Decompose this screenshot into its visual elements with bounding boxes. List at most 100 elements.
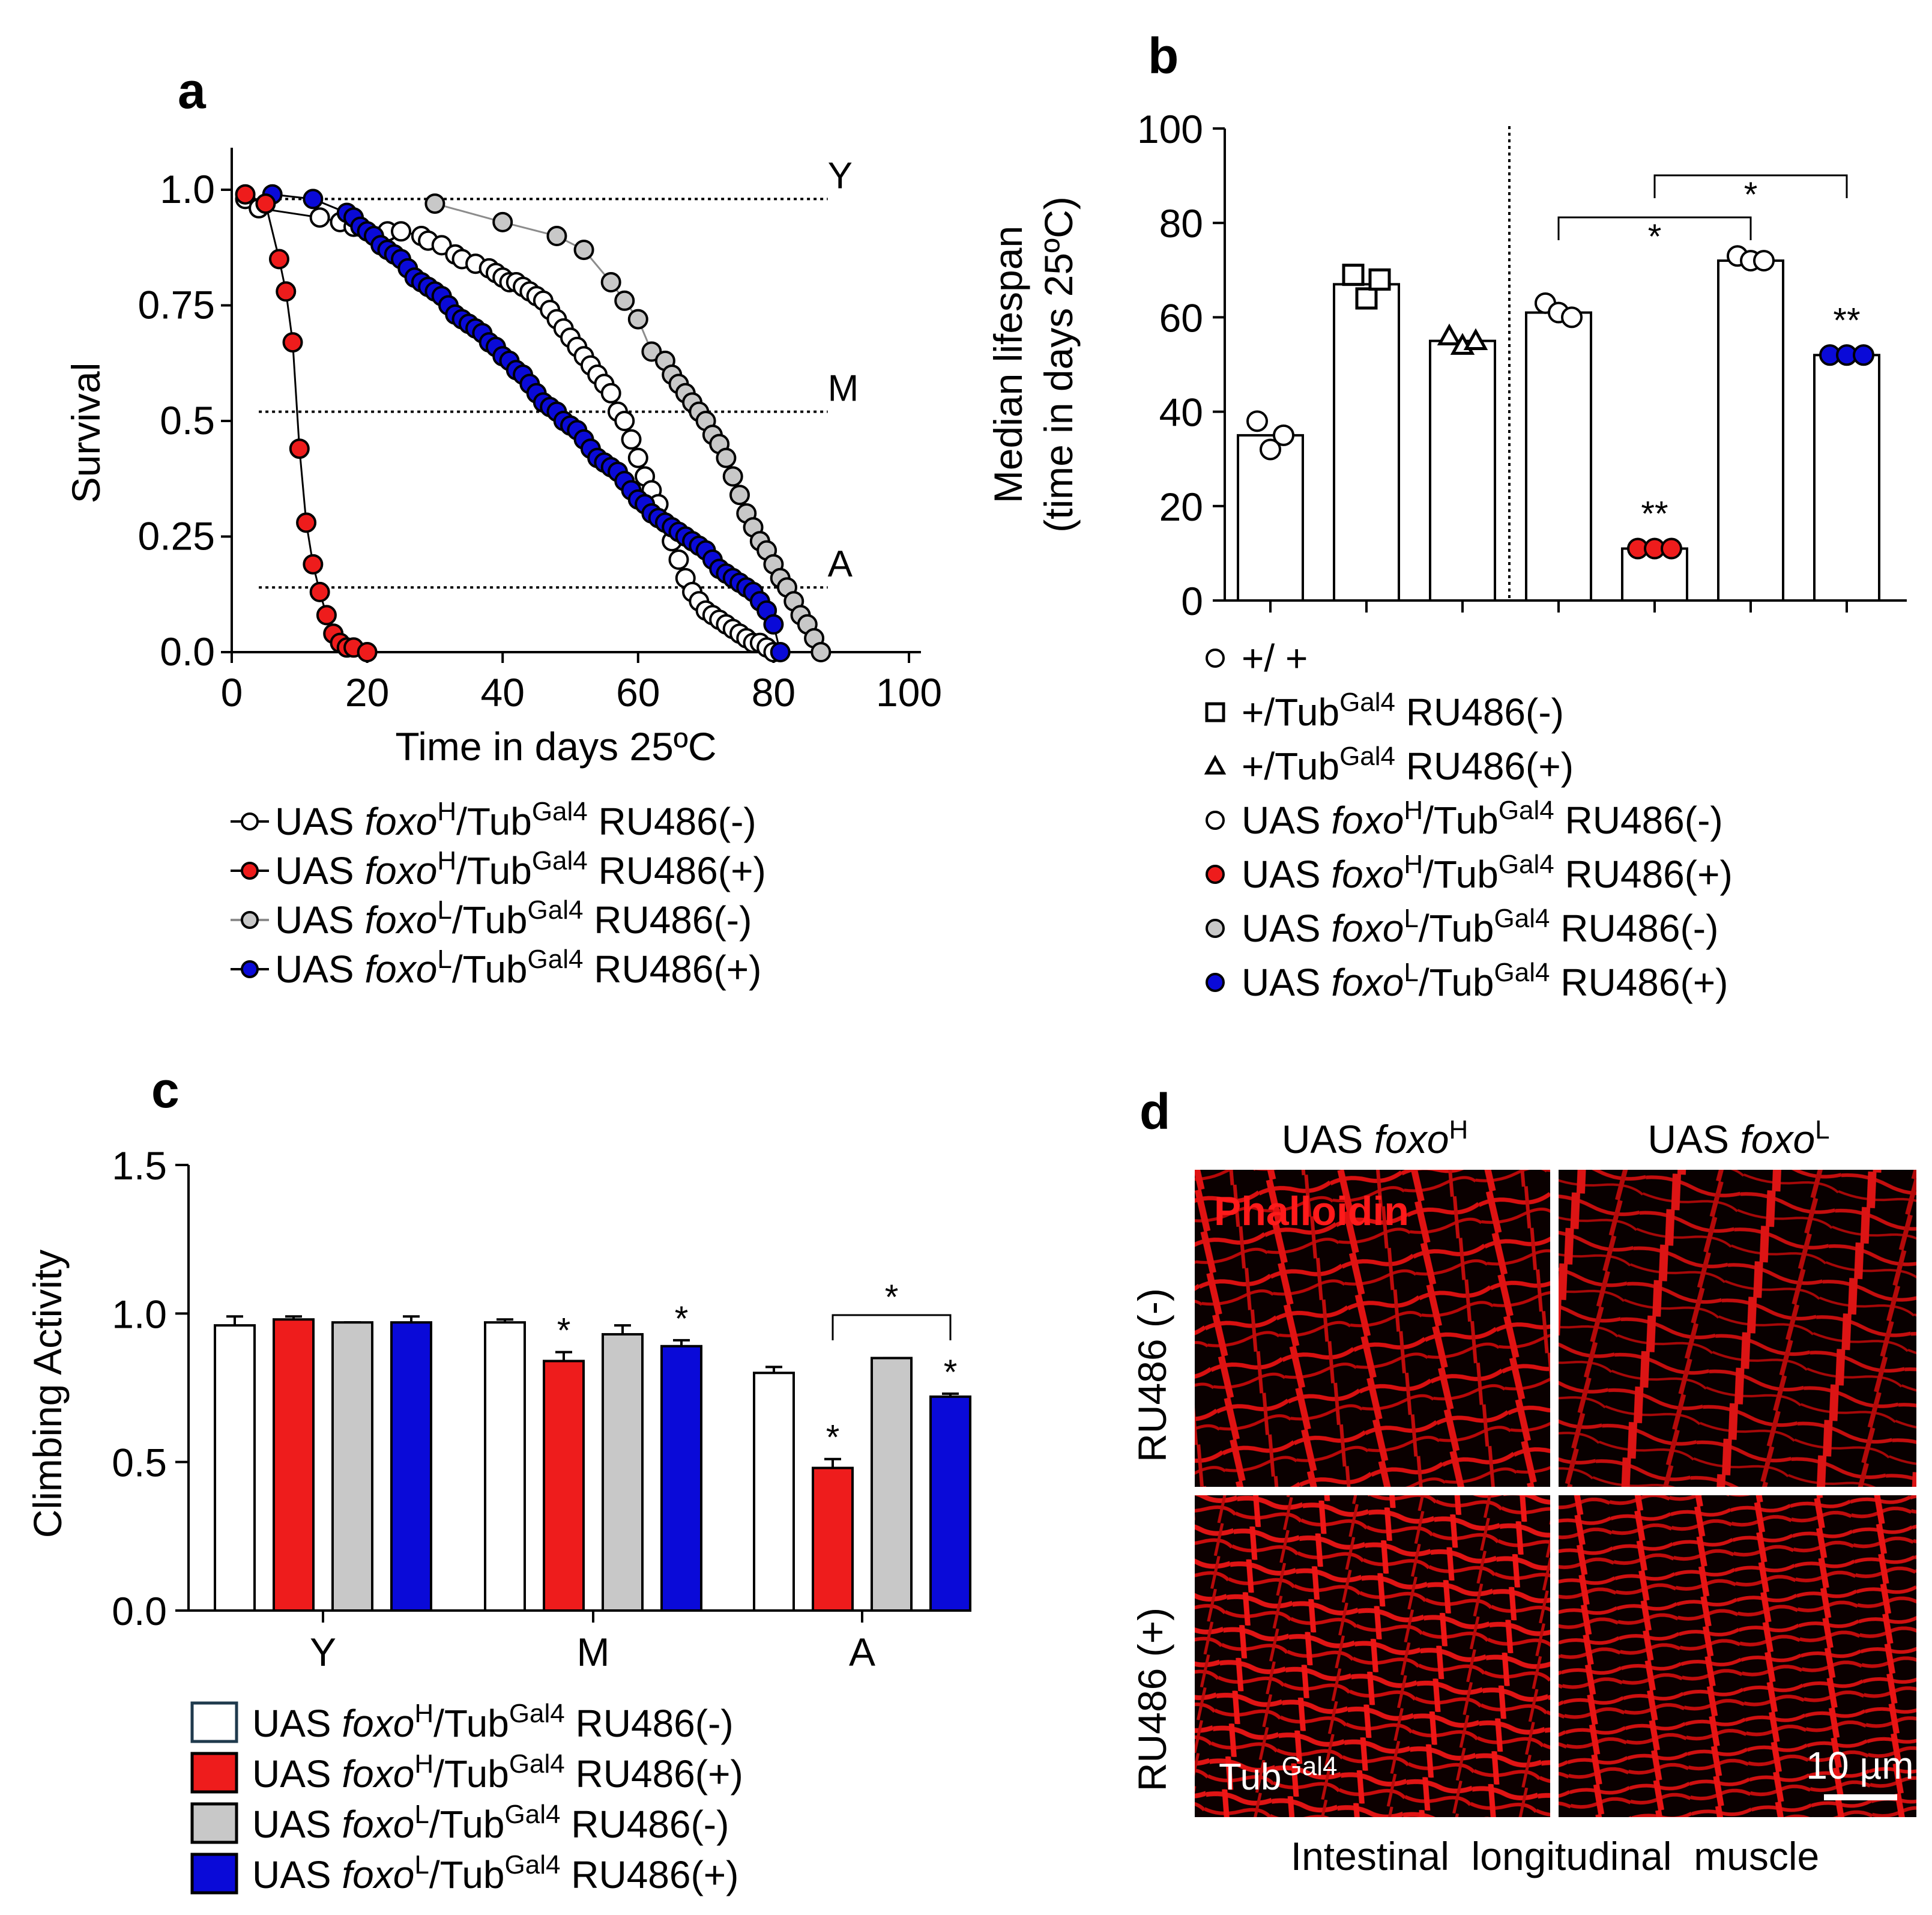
series-gray <box>424 193 832 662</box>
micrograph-foxo-l-ru486-minus <box>1559 1170 1916 1487</box>
median-bar <box>1525 311 1592 602</box>
panel-a-letter: a <box>178 62 207 119</box>
significance-star: * <box>944 1353 958 1392</box>
threshold-label-A: A <box>828 543 853 585</box>
significance-bracket <box>1653 174 1848 198</box>
panel-b-median-lifespan-chart: 0 20 40 60 80 100 Median lifespan (time in days… <box>986 107 1907 1004</box>
stain-label: Phalloidin <box>1214 1188 1409 1234</box>
y-axis-label: Climbing Activity <box>25 1250 70 1538</box>
legend-swatch <box>190 1701 238 1743</box>
data-point <box>600 272 621 292</box>
scale-bar-label: 10 µm <box>1806 1744 1913 1787</box>
significance-star: * <box>675 1299 689 1339</box>
x-tick-label: 80 <box>752 670 795 715</box>
median-bar <box>1237 434 1304 602</box>
legend-marker <box>1206 865 1225 884</box>
panel-c-letter: c <box>151 1062 180 1118</box>
legend-marker <box>241 812 259 830</box>
data-point <box>621 429 642 450</box>
data-point <box>309 207 330 228</box>
panel-d-micrographs: UAS foxoH UAS foxoL RU486 (-) RU486 (+) … <box>1130 1115 1916 1878</box>
legend-marker <box>1206 649 1225 668</box>
data-point <box>303 189 324 210</box>
legend-marker <box>1206 919 1225 938</box>
x-category-label: M <box>577 1630 610 1674</box>
data-point <box>309 581 330 602</box>
data-point <box>303 554 324 575</box>
replicate-point <box>1368 268 1391 291</box>
y-tick-label: 100 <box>1137 107 1203 151</box>
climbing-bar <box>273 1318 315 1612</box>
legend-a: UAS foxoH/TubGal4 RU486(-)UAS foxoH/TubG… <box>231 797 766 991</box>
replicate-point <box>1273 424 1294 446</box>
x-tick-label: 0 <box>221 670 243 715</box>
series-line <box>244 193 368 653</box>
median-bar <box>1717 259 1784 602</box>
legend-label: +/TubGal4 RU486(+) <box>1242 742 1574 788</box>
data-point <box>289 438 310 459</box>
data-point <box>614 290 635 311</box>
data-point <box>546 226 567 246</box>
y-tick-label: 60 <box>1159 295 1203 340</box>
data-point <box>235 184 256 205</box>
x-tick-label: 100 <box>876 670 942 715</box>
legend-label: UAS foxoL/TubGal4 RU486(-) <box>275 895 752 942</box>
y-tick-label: 1.0 <box>112 1292 167 1336</box>
legend-label: UAS foxoH/TubGal4 RU486(+) <box>275 846 766 892</box>
legend-label: +/TubGal4 RU486(-) <box>1242 688 1564 734</box>
climbing-bar <box>543 1360 585 1612</box>
climbing-bar <box>929 1395 971 1612</box>
median-bar <box>1333 283 1400 602</box>
data-point <box>627 309 648 330</box>
data-point <box>770 642 791 662</box>
y-tick-label: 0.5 <box>112 1441 167 1485</box>
panel-c-climbing-chart: 0.0 0.5 1.0 1.5 Climbing Activity Y M A * * * * * UAS… <box>25 1143 971 1896</box>
replicate-point <box>1853 344 1874 366</box>
legend-label: UAS foxoL/TubGal4 RU486(+) <box>252 1850 738 1896</box>
legend-label: UAS foxoL/TubGal4 RU486(+) <box>1242 958 1728 1004</box>
x-category-label: Y <box>310 1630 336 1674</box>
climbing-bar <box>660 1345 702 1612</box>
replicate-point <box>1561 306 1583 328</box>
data-point <box>716 447 737 468</box>
micrograph-foxo-h-ru486-minus <box>1195 1170 1550 1487</box>
data-point <box>729 485 750 506</box>
legend-label: UAS foxoL/TubGal4 RU486(-) <box>1242 904 1718 950</box>
data-point <box>282 332 303 353</box>
y-tick-label: 0.0 <box>160 629 215 674</box>
data-point <box>614 411 635 431</box>
legend-marker <box>241 911 259 929</box>
legend-label: UAS foxoH/TubGal4 RU486(-) <box>275 797 756 843</box>
median-bar <box>1429 339 1496 602</box>
replicate-point <box>1246 410 1268 432</box>
replicate-point <box>1753 250 1775 272</box>
data-point <box>668 549 689 570</box>
data-point <box>627 447 648 468</box>
data-point <box>492 211 513 232</box>
legend-marker <box>241 960 259 978</box>
significance-star: * <box>557 1311 571 1351</box>
replicate-point <box>1355 287 1378 310</box>
bracket-star: * <box>885 1278 899 1317</box>
climbing-bar <box>390 1321 432 1612</box>
data-point <box>763 614 784 635</box>
row-header-ru486-minus: RU486 (-) <box>1130 1288 1174 1462</box>
legend-label: UAS foxoH/TubGal4 RU486(+) <box>252 1749 743 1796</box>
legend-b: +/ + +/TubGal4 RU486(-) +/TubGal4 RU486(+)… <box>1204 637 1733 1004</box>
significance-star: ** <box>1641 495 1668 534</box>
climbing-bar <box>331 1321 373 1612</box>
driver-label: TubGal4 <box>1219 1752 1338 1798</box>
x-category-label: A <box>849 1630 875 1674</box>
legend-marker <box>1204 754 1227 775</box>
y-axis-label: Survival <box>64 363 108 504</box>
legend-swatch <box>190 1752 238 1794</box>
legend-marker <box>1205 702 1225 722</box>
legend-label: UAS foxoH/TubGal4 RU486(+) <box>1242 850 1733 896</box>
series-red <box>235 184 378 662</box>
legend-swatch <box>190 1802 238 1844</box>
y-tick-label: 1.0 <box>160 167 215 211</box>
climbing-bar <box>812 1466 854 1612</box>
significance-star: ** <box>1833 301 1860 340</box>
scale-bar <box>1824 1794 1897 1800</box>
